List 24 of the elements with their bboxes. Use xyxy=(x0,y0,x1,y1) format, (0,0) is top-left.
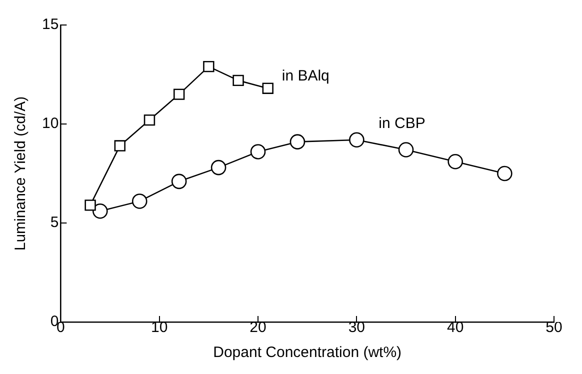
point xyxy=(132,194,148,209)
series-label: in BAlq xyxy=(282,68,330,84)
point xyxy=(290,134,306,150)
y-axis-title: Luminance Yield (cd/A) xyxy=(12,96,30,251)
y-tick-label: 10 xyxy=(42,115,59,132)
point xyxy=(262,82,274,94)
point xyxy=(210,160,226,176)
y-tick-label: 5 xyxy=(50,214,59,232)
point xyxy=(144,114,156,126)
y-tick-label: 15 xyxy=(42,16,59,34)
point xyxy=(171,174,187,190)
point xyxy=(398,142,414,158)
x-axis-title: Dopant Concentration (wt%) xyxy=(213,344,402,362)
point xyxy=(349,132,364,148)
point xyxy=(232,74,244,86)
point xyxy=(203,60,214,72)
point xyxy=(250,144,266,160)
point xyxy=(448,154,463,170)
point xyxy=(114,140,126,152)
point xyxy=(497,166,512,182)
point xyxy=(92,203,108,219)
series-label: in CBP xyxy=(378,114,426,132)
point xyxy=(173,88,185,100)
point xyxy=(84,200,96,211)
